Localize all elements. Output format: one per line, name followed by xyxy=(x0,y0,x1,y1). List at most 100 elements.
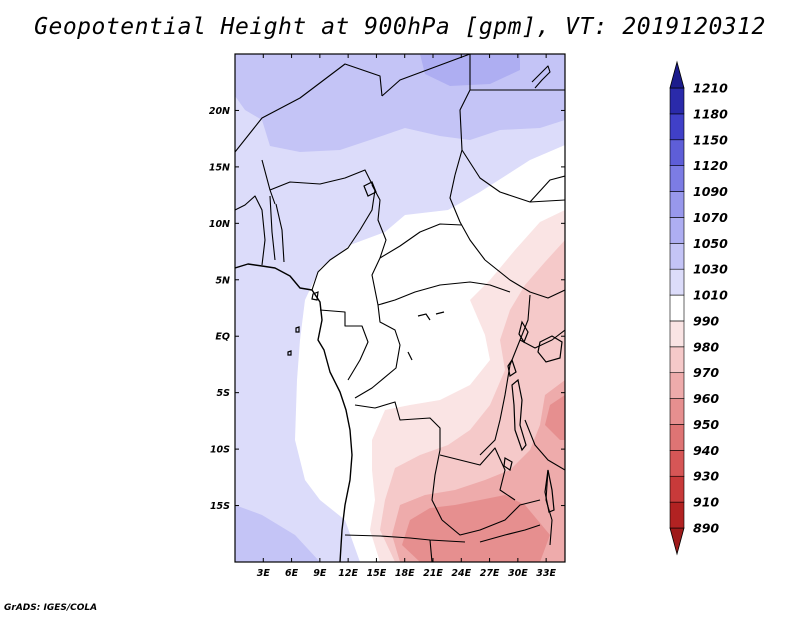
lat-tick-label: 5N xyxy=(215,275,230,286)
lon-tick-label: 33E xyxy=(536,568,556,579)
border-west-states xyxy=(235,195,266,266)
colorbar-swatch xyxy=(669,346,685,374)
map-title: Geopotential Height at 900hPa [gpm], VT:… xyxy=(34,14,766,40)
lake-mweru xyxy=(503,457,513,471)
border-zambia-south xyxy=(441,499,541,536)
colorbar-swatch xyxy=(669,165,685,192)
band-950-960-east xyxy=(545,395,565,440)
border-ssudan-east xyxy=(484,259,565,299)
colorbar-swatch xyxy=(669,475,685,503)
colorbar-high-arrow xyxy=(669,60,685,89)
border-gabon-congo xyxy=(319,309,369,381)
annobon-island xyxy=(287,350,292,356)
colorbar-swatch xyxy=(669,242,685,270)
lat-tick-label: 15S xyxy=(210,501,230,512)
lat-tick-label: 20N xyxy=(209,106,230,117)
colorbar-label: 930 xyxy=(693,469,719,484)
congo-river-mark-2 xyxy=(435,311,445,315)
border-niger-nigeria xyxy=(269,169,376,191)
border-angola-drc xyxy=(354,401,441,450)
border-car-north xyxy=(379,223,463,259)
country-borders xyxy=(235,54,565,562)
colorbar-label: 1210 xyxy=(693,81,728,96)
lon-tick-label: 3E xyxy=(257,568,271,579)
colorbar-swatch xyxy=(669,320,685,348)
colorbar-label: 1150 xyxy=(693,132,728,147)
colorbar-swatch xyxy=(669,87,685,115)
lake-tanganyika xyxy=(511,378,527,452)
sao-tome-island xyxy=(295,326,300,333)
border-namibia-botswana xyxy=(429,539,433,562)
lon-tick-label: 18E xyxy=(395,568,415,579)
lon-tick-label: 21E xyxy=(423,568,443,579)
border-zimbabwe xyxy=(479,524,541,543)
colorbar-label: 1050 xyxy=(693,236,728,251)
border-benin xyxy=(275,203,285,263)
border-libya-chad xyxy=(454,54,471,176)
colorbar-swatch xyxy=(669,191,685,218)
red-sea-coast xyxy=(531,65,551,89)
colorbar-label: 980 xyxy=(693,339,719,354)
colorbar-swatch xyxy=(669,398,685,425)
border-niger-north xyxy=(381,54,471,97)
colorbar-low-arrow xyxy=(669,527,685,556)
lon-tick-label: 9E xyxy=(313,568,327,579)
border-sudan-ssudan xyxy=(461,149,565,203)
colorbar-label: 960 xyxy=(693,391,719,406)
colorbar-label: 950 xyxy=(693,417,719,432)
border-mali-algeria xyxy=(235,63,383,153)
border-cameroon-car xyxy=(371,257,381,306)
lake-kivu xyxy=(507,358,517,377)
colorbar-label: 1030 xyxy=(693,262,728,277)
colorbar-swatch xyxy=(669,268,685,296)
colorbar-label: 970 xyxy=(693,365,719,380)
colorbar-swatch xyxy=(669,450,685,477)
border-nigeria-cameroon xyxy=(311,189,376,291)
lon-tick-label: 30E xyxy=(508,568,528,579)
colorbar-swatch xyxy=(669,113,685,141)
colorbar-label: 940 xyxy=(693,443,719,458)
lake-victoria xyxy=(537,335,563,363)
height-field xyxy=(235,54,565,562)
colorbar-swatch xyxy=(669,501,685,529)
colorbar: 890 910 930 940 950 960 970 980 990 1010 1030 1050 1… xyxy=(669,60,728,556)
colorbar-label: 890 xyxy=(693,521,719,536)
congo-river-mark-1 xyxy=(417,313,431,321)
colorbar-swatch xyxy=(669,294,685,322)
border-car-south xyxy=(377,281,511,306)
colorbar-label: 1180 xyxy=(693,106,728,121)
border-niger-mali xyxy=(261,159,276,205)
colorbar-swatch xyxy=(669,139,685,166)
colorbar-swatch xyxy=(669,217,685,244)
plot-frame xyxy=(234,53,566,563)
lon-tick-label: 15E xyxy=(367,568,387,579)
lon-tick-label: 6E xyxy=(285,568,299,579)
colorbar-label: 1010 xyxy=(693,288,728,303)
colorbar-swatch xyxy=(669,372,685,399)
lat-tick-label: EQ xyxy=(215,332,230,343)
colorbar-swatch xyxy=(669,424,685,451)
latitude-axis: 20N 15N 10N 5N EQ 5S 10S 15S xyxy=(209,106,565,512)
congo-river-mark-3 xyxy=(407,351,413,361)
colorbar-label: 1070 xyxy=(693,210,728,225)
border-angola-zambia xyxy=(431,449,443,521)
bioko-island xyxy=(311,291,319,301)
atlantic-coastline xyxy=(235,263,353,562)
colorbar-label: 1090 xyxy=(693,184,728,199)
lat-tick-label: 5S xyxy=(217,388,231,399)
lon-tick-label: 12E xyxy=(338,568,358,579)
band-1030-1050-sw xyxy=(235,505,320,562)
border-congo-drc xyxy=(354,304,401,399)
border-zambia-drc xyxy=(439,447,516,501)
border-chad-sudan xyxy=(449,174,486,261)
colorbar-label: 1120 xyxy=(693,158,728,173)
lat-tick-label: 10S xyxy=(210,445,230,456)
lake-malawi xyxy=(544,469,555,513)
lat-tick-label: 10N xyxy=(209,219,230,230)
border-tanzania-mozambique xyxy=(524,419,565,471)
lake-chad xyxy=(363,181,377,197)
colorbar-label: 990 xyxy=(693,313,719,328)
lon-tick-label: 24E xyxy=(451,568,471,579)
grads-credit: GrADS: IGES/COLA xyxy=(4,603,98,613)
